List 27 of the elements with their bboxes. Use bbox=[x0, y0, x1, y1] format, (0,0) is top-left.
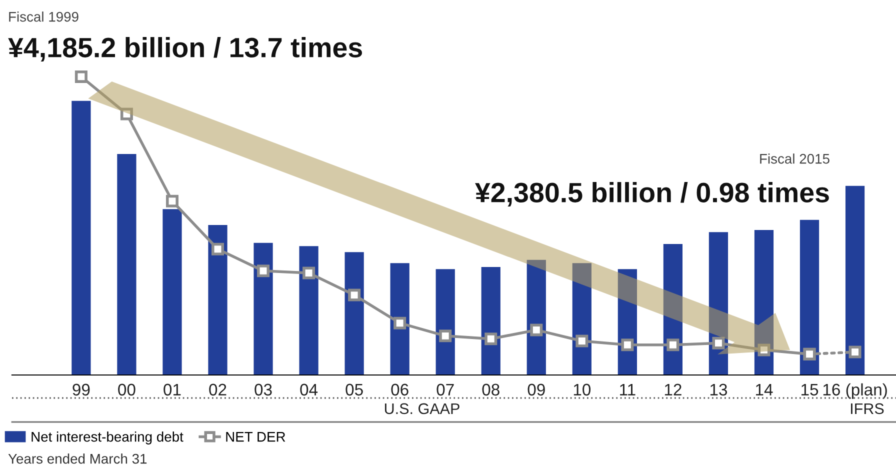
x-tick-label: 07 bbox=[436, 384, 454, 396]
x-tick-label: 10 bbox=[574, 384, 591, 396]
x-tick-label: 06 bbox=[391, 384, 408, 396]
annotation: Fiscal 2015 bbox=[760, 154, 830, 164]
legend-label: NET DER bbox=[226, 432, 286, 442]
text: Fiscal 1999 bbox=[9, 12, 78, 22]
text: IFRS bbox=[851, 403, 884, 414]
x-tick-label: 09 bbox=[528, 384, 545, 396]
x-tick-label: 01 bbox=[164, 384, 181, 396]
x-tick-label: 14 bbox=[756, 384, 773, 396]
x-tick-label: 99 bbox=[72, 384, 90, 396]
x-tick-label: 15 bbox=[802, 384, 818, 396]
x-tick-label: 16 (plan) bbox=[823, 383, 887, 399]
x-tick-label: 12 bbox=[664, 384, 682, 396]
text: Years ended March 31 bbox=[8, 454, 147, 464]
x-tick-label: 00 bbox=[118, 384, 136, 396]
text: ¥4,185.2 billion / 13.7 times bbox=[8, 37, 362, 62]
x-tick-label: 11 bbox=[620, 384, 636, 396]
x-tick-label: 05 bbox=[346, 384, 363, 396]
x-tick-label: 03 bbox=[254, 384, 272, 396]
x-tick-label: 08 bbox=[482, 384, 500, 396]
x-tick-label: 13 bbox=[710, 384, 728, 396]
text: U.S. GAAP bbox=[384, 403, 460, 414]
x-tick-label: 04 bbox=[300, 384, 318, 396]
legend-label: Net interest-bearing debt bbox=[32, 432, 184, 444]
x-tick-label: 02 bbox=[209, 384, 226, 396]
annotation: ¥2,380.5 billion / 0.98 times bbox=[475, 182, 829, 206]
